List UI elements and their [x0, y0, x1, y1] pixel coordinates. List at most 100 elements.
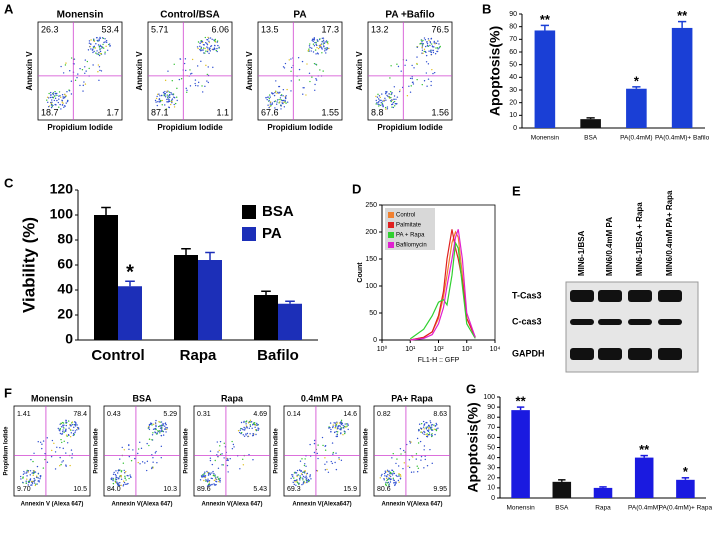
event-dot [41, 443, 43, 445]
event-dot [421, 46, 423, 49]
event-dot [313, 62, 316, 65]
event-dot [250, 421, 252, 423]
event-dot [63, 97, 66, 99]
event-dot [335, 424, 338, 426]
event-dot [217, 44, 219, 47]
plot-title: PA +Bafilo [385, 10, 434, 21]
event-dot [94, 47, 97, 49]
event-dot [209, 37, 212, 39]
event-dot [386, 469, 389, 471]
y-tick-label: 70 [487, 424, 495, 431]
event-dot [426, 434, 429, 437]
y-tick-label: 60 [487, 434, 495, 441]
event-dot [47, 106, 50, 108]
event-dot [165, 426, 167, 429]
event-dot [202, 44, 205, 46]
event-dot [281, 99, 283, 102]
bar [634, 457, 654, 498]
event-dot [226, 464, 229, 467]
event-dot [160, 456, 162, 459]
event-dot [427, 38, 430, 40]
event-dot [70, 93, 73, 95]
event-dot [215, 49, 218, 52]
event-dot [218, 478, 220, 481]
event-dot [33, 470, 35, 472]
event-dot [104, 41, 106, 43]
event-dot [52, 93, 54, 96]
event-dot [199, 479, 202, 481]
event-dot [332, 425, 334, 427]
event-dot [206, 42, 208, 45]
event-dot [305, 478, 307, 480]
y-tick-label: 120 [50, 181, 74, 197]
event-dot [387, 484, 390, 486]
event-dot [328, 427, 330, 429]
event-dot [241, 427, 243, 430]
quadrant-value: 1.55 [321, 107, 339, 117]
event-dot [377, 103, 379, 105]
event-dot [50, 104, 53, 106]
event-dot [395, 98, 397, 101]
event-dot [168, 96, 171, 99]
event-dot [161, 104, 163, 106]
event-dot [396, 63, 398, 65]
event-dot [392, 472, 394, 475]
event-dot [256, 422, 258, 425]
quadrant-value: 17.3 [321, 24, 339, 34]
event-dot [171, 80, 173, 82]
event-dot [151, 424, 153, 426]
event-dot [203, 52, 205, 54]
event-dot [257, 423, 259, 426]
event-dot [248, 454, 250, 456]
event-dot [295, 484, 297, 487]
event-dot [219, 481, 221, 483]
event-dot [340, 459, 343, 462]
event-dot [128, 455, 131, 458]
event-dot [59, 446, 61, 449]
event-dot [166, 98, 168, 101]
event-dot [201, 474, 204, 476]
event-dot [251, 427, 253, 430]
event-dot [204, 36, 207, 39]
event-dot [215, 480, 217, 482]
event-dot [69, 423, 71, 426]
event-dot [321, 436, 324, 439]
plot-title: PA+ Rapa [391, 393, 434, 403]
event-dot [249, 424, 251, 426]
x-axis-label: Annexin V (Alexa 647) [21, 502, 84, 508]
event-dot [161, 99, 164, 102]
event-dot [208, 479, 211, 482]
event-dot [301, 60, 304, 63]
event-dot [203, 479, 205, 482]
event-dot [29, 478, 31, 481]
event-dot [98, 40, 100, 42]
event-dot [207, 36, 209, 39]
event-dot [252, 435, 254, 437]
event-dot [64, 64, 67, 66]
event-dot [189, 69, 191, 71]
legend-label: BSA [262, 203, 294, 220]
event-dot [66, 442, 69, 444]
event-dot [324, 50, 326, 52]
significance-mark: * [634, 73, 640, 88]
event-dot [160, 445, 163, 448]
legend-swatch [388, 232, 394, 238]
quadrant-value: 15.9 [343, 486, 357, 493]
event-dot [207, 480, 209, 482]
event-dot [44, 458, 46, 461]
blot-band [628, 290, 652, 302]
event-dot [47, 101, 49, 104]
bar [511, 410, 530, 498]
event-dot [153, 428, 156, 430]
event-dot [238, 431, 241, 434]
event-dot [227, 459, 229, 462]
event-dot [34, 484, 37, 487]
event-dot [315, 53, 317, 55]
event-dot [69, 70, 71, 72]
blot-band [598, 319, 622, 325]
event-dot [345, 423, 348, 425]
event-dot [303, 472, 306, 474]
event-dot [211, 38, 213, 41]
event-dot [126, 483, 128, 485]
event-dot [386, 108, 389, 110]
